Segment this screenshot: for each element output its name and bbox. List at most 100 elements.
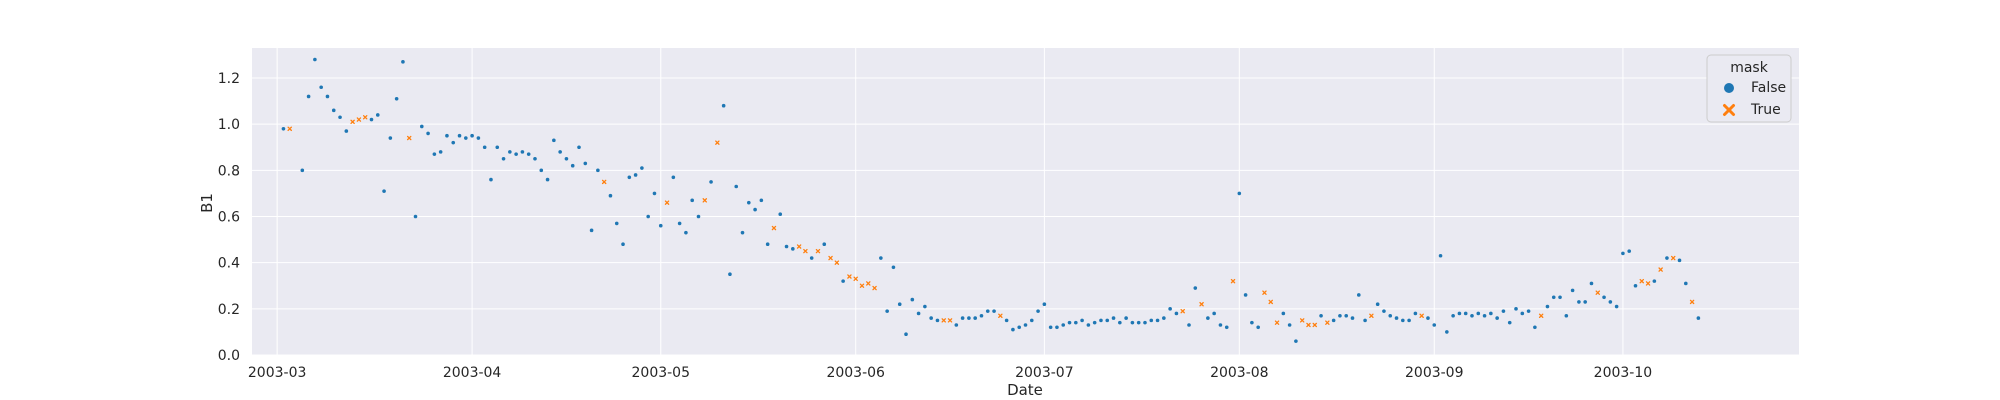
data-point-true <box>702 198 708 203</box>
data-point-true <box>1639 278 1645 284</box>
data-point-true <box>350 119 355 125</box>
data-point-false <box>1356 293 1361 297</box>
data-point-false <box>1344 313 1349 318</box>
data-point-true <box>859 283 865 289</box>
plot-area <box>252 48 1799 355</box>
data-point-false <box>954 323 959 327</box>
data-point-false <box>583 161 588 166</box>
data-point-true <box>1689 299 1695 305</box>
data-point-false <box>765 242 770 247</box>
data-point-false <box>564 156 569 161</box>
data-point-false <box>1212 311 1216 316</box>
x-tick-label: 2003-09 <box>1405 365 1464 381</box>
data-point-false <box>1017 325 1022 330</box>
data-point-false <box>1482 313 1487 318</box>
y-tick-label: 0.8 <box>218 163 240 179</box>
data-point-false <box>281 126 286 131</box>
data-point-false <box>1011 327 1015 332</box>
data-point-false <box>1155 318 1160 323</box>
data-point-true <box>362 114 368 120</box>
data-point-false <box>709 180 713 184</box>
y-tick-label: 0.4 <box>218 256 240 272</box>
data-point-false <box>1451 313 1455 318</box>
data-point-true <box>1299 318 1305 323</box>
data-point-false <box>306 94 311 99</box>
data-point-false <box>501 156 506 161</box>
data-point-false <box>1696 316 1701 320</box>
data-point-true <box>1274 320 1280 325</box>
data-point-false <box>1224 325 1229 330</box>
data-point-false <box>413 214 418 219</box>
y-axis-title: B1 <box>198 193 216 213</box>
data-point-true <box>1595 290 1601 295</box>
data-point-false <box>1029 318 1034 323</box>
legend-title: mask <box>1730 60 1769 76</box>
data-point-false <box>300 168 305 173</box>
data-point-false <box>1055 325 1059 330</box>
data-point-true <box>998 313 1003 319</box>
data-point-false <box>1564 313 1569 318</box>
data-point-true <box>803 248 808 254</box>
data-point-false <box>464 136 468 140</box>
y-tick-label: 0.6 <box>218 210 240 226</box>
data-point-false <box>344 129 349 133</box>
data-point-false <box>614 221 619 226</box>
data-point-false <box>539 168 544 173</box>
data-point-false <box>432 152 437 156</box>
data-point-false <box>753 207 757 212</box>
data-point-false <box>967 316 971 320</box>
data-point-false <box>677 221 682 226</box>
data-point-false <box>1281 311 1286 316</box>
data-point-false <box>1237 191 1242 196</box>
legend-label-false: False <box>1751 80 1786 96</box>
data-point-false <box>1061 323 1066 327</box>
data-point-true <box>1230 278 1236 284</box>
data-point-true <box>1199 301 1204 307</box>
data-point-false <box>470 133 474 138</box>
data-point-false <box>778 212 783 216</box>
data-point-false <box>1074 320 1078 325</box>
legend-marker-false <box>1724 83 1734 93</box>
data-point-false <box>633 173 638 177</box>
data-point-false <box>652 191 657 196</box>
data-point-false <box>1558 295 1562 300</box>
data-point-false <box>1067 320 1072 325</box>
data-point-true <box>1180 308 1185 314</box>
data-point-false <box>1375 302 1380 307</box>
data-point-false <box>1388 313 1393 318</box>
data-point-false <box>879 256 883 260</box>
data-point-false <box>552 138 556 143</box>
data-point-false <box>1614 304 1619 309</box>
data-point-false <box>841 279 845 283</box>
data-point-false <box>1042 302 1047 307</box>
data-point-false <box>1413 311 1418 316</box>
data-point-true <box>866 281 871 286</box>
data-point-false <box>1086 323 1091 327</box>
data-point-false <box>1470 313 1474 318</box>
y-tick-label: 0.0 <box>218 348 240 364</box>
x-tick-label: 2003-04 <box>443 365 502 381</box>
data-point-true <box>1419 313 1424 319</box>
data-point-false <box>740 230 745 235</box>
y-tick-label: 0.2 <box>218 302 240 318</box>
data-point-false <box>482 145 487 150</box>
data-point-false <box>935 318 940 323</box>
data-point-false <box>1080 318 1084 323</box>
data-point-false <box>445 133 449 138</box>
data-point-false <box>394 96 399 101</box>
data-point-false <box>1520 311 1525 316</box>
data-point-true <box>1645 281 1651 286</box>
y-tick-label: 1.0 <box>218 117 240 133</box>
data-point-false <box>640 166 644 170</box>
data-point-false <box>1136 320 1141 325</box>
data-point-false <box>1206 316 1210 320</box>
x-tick-label: 2003-10 <box>1594 365 1653 381</box>
data-point-false <box>1627 249 1632 253</box>
data-point-true <box>1312 322 1318 328</box>
data-point-false <box>1677 258 1682 263</box>
data-point-false <box>338 115 342 120</box>
grid-lines <box>252 48 1799 356</box>
data-point-false <box>728 272 732 277</box>
data-point-false <box>577 145 581 150</box>
data-point-false <box>382 189 386 193</box>
